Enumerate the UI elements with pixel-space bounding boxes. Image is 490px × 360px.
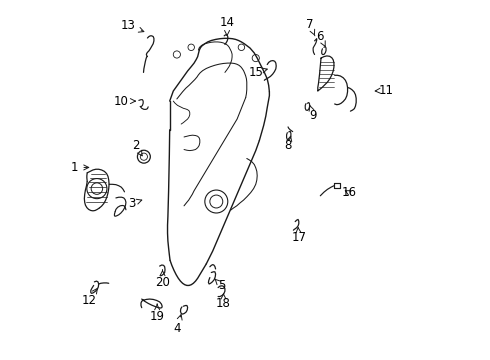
Text: 13: 13 xyxy=(121,19,144,32)
Text: 2: 2 xyxy=(132,139,142,156)
Text: 20: 20 xyxy=(155,270,170,289)
Text: 4: 4 xyxy=(173,315,182,335)
Text: 14: 14 xyxy=(220,16,235,36)
Text: 7: 7 xyxy=(306,18,315,36)
Text: 1: 1 xyxy=(71,161,89,174)
Text: 18: 18 xyxy=(216,294,231,310)
Text: 17: 17 xyxy=(291,228,306,244)
Text: 9: 9 xyxy=(309,105,317,122)
Text: 11: 11 xyxy=(375,84,394,97)
Text: 6: 6 xyxy=(317,30,325,46)
Text: 5: 5 xyxy=(215,279,225,292)
Text: 12: 12 xyxy=(81,288,98,307)
Text: 16: 16 xyxy=(342,186,357,199)
Text: 10: 10 xyxy=(114,95,135,108)
Text: 8: 8 xyxy=(284,136,292,152)
Text: 15: 15 xyxy=(248,66,267,79)
Text: 3: 3 xyxy=(128,197,142,210)
Text: 19: 19 xyxy=(149,304,165,323)
